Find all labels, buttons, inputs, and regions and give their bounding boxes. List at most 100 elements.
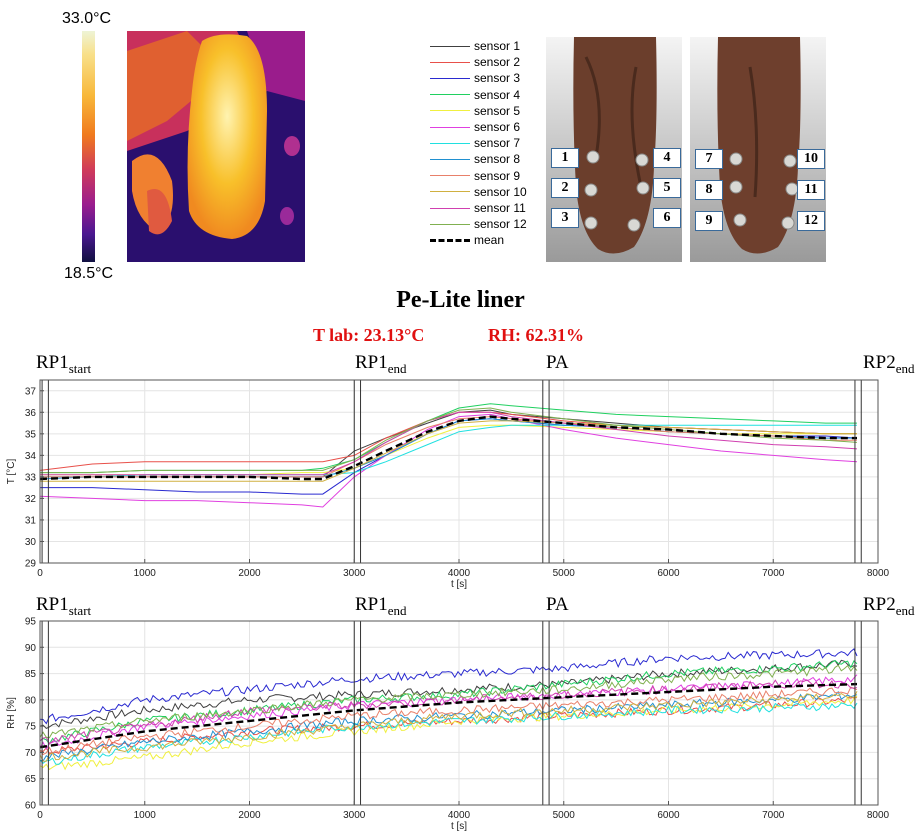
legend-swatch — [430, 61, 470, 63]
y-tick-label: 32 — [25, 494, 37, 505]
sensor-tag-7: 7 — [695, 149, 723, 169]
legend-item: sensor 4 — [430, 87, 520, 103]
phase-label-rp1-start-rh: RP1start — [36, 594, 92, 618]
x-tick-label: 2000 — [238, 568, 261, 579]
x-tick-label: 1000 — [134, 810, 157, 821]
legend-swatch — [430, 238, 470, 242]
x-tick-label: 5000 — [553, 810, 576, 821]
x-tick-label: 8000 — [867, 568, 890, 579]
series-line-mean — [39, 415, 857, 481]
x-tick-label: 0 — [37, 568, 43, 579]
legend-item: sensor 12 — [430, 216, 527, 232]
sensor-tag-1: 1 — [551, 148, 579, 168]
thermal-min-label: 18.5°C — [64, 265, 114, 282]
x-tick-label: 3000 — [343, 810, 366, 821]
y-tick-label: 80 — [25, 695, 37, 706]
legend-item: sensor 7 — [430, 135, 520, 151]
sensor-tag-2: 2 — [551, 178, 579, 198]
y-tick-label: 70 — [25, 748, 37, 759]
legend-label: sensor 2 — [474, 55, 521, 70]
y-tick-label: 35 — [25, 429, 37, 440]
legend-item: sensor 6 — [430, 119, 520, 135]
x-tick-label: 0 — [37, 810, 43, 821]
legend-swatch — [430, 142, 470, 144]
legend-swatch — [430, 45, 470, 47]
y-tick-label: 95 — [25, 617, 37, 628]
legend-swatch — [430, 175, 470, 177]
legend-swatch — [430, 158, 470, 160]
y-tick-label: 31 — [25, 515, 37, 526]
x-tick-label: 8000 — [867, 810, 890, 821]
legend-label: sensor 1 — [474, 39, 521, 53]
series-line-sensor-7 — [39, 702, 858, 765]
sensor-tag-12: 12 — [797, 211, 825, 231]
x-tick-label: 3000 — [343, 568, 366, 579]
legend-label: sensor 7 — [474, 136, 521, 151]
y-tick-label: 34 — [25, 451, 37, 462]
phase-label-rp2-end: RP2end — [863, 352, 915, 376]
legend-swatch — [430, 191, 470, 193]
legend-item: sensor 9 — [430, 168, 520, 184]
x-axis-label: t [s] — [451, 821, 467, 832]
series-line-sensor-12 — [40, 407, 858, 474]
y-tick-label: 90 — [25, 643, 37, 654]
sensor-tag-8: 8 — [695, 180, 723, 200]
series-line-sensor-3 — [39, 648, 858, 725]
legend-swatch — [430, 94, 470, 96]
sensor-tag-4: 4 — [653, 148, 681, 168]
x-tick-label: 7000 — [762, 810, 785, 821]
legend-swatch — [430, 207, 470, 209]
legend-item: sensor 8 — [430, 151, 520, 167]
phase-label-rp2-end-rh: RP2end — [863, 594, 915, 618]
y-tick-label: 37 — [25, 386, 37, 397]
series-line-mean — [39, 682, 858, 749]
chart-title: Pe-Lite liner — [396, 287, 525, 313]
legend-label: sensor 9 — [474, 168, 521, 183]
phase-label-pa: PA — [546, 352, 569, 373]
legend-swatch — [430, 110, 470, 112]
legend-label: sensor 8 — [474, 152, 521, 167]
legend-swatch — [430, 77, 470, 79]
series-line-sensor-10 — [40, 420, 857, 482]
legend-item: mean — [430, 232, 504, 248]
series-line-sensor-4 — [39, 659, 858, 745]
x-tick-label: 6000 — [657, 568, 680, 579]
temperature-chart: 0 1000 2000 3000 4000 5000 6000 7000 8000 29 30 31 3… — [6, 379, 890, 590]
thermal-max-label: 33.0°C — [62, 10, 112, 27]
lab-temperature: T lab: 23.13°C — [313, 325, 425, 345]
legend-label: sensor 11 — [474, 201, 526, 215]
legend-item: sensor 11 — [430, 200, 526, 216]
x-tick-label: 5000 — [553, 568, 576, 579]
phase-label-pa-rh: PA — [546, 594, 569, 615]
x-axis-label: t [s] — [451, 579, 467, 590]
x-tick-label: 6000 — [657, 810, 680, 821]
y-axis-label: RH [%] — [6, 697, 17, 729]
legend-label: sensor 5 — [474, 103, 521, 118]
y-tick-label: 85 — [25, 669, 37, 680]
x-tick-label: 4000 — [448, 810, 471, 821]
series-line-sensor-12 — [39, 664, 858, 739]
sensor-tag-10: 10 — [797, 149, 825, 169]
sensor-tag-5: 5 — [653, 178, 681, 198]
series-line-sensor-7 — [40, 424, 857, 478]
series-line-sensor-11 — [40, 411, 858, 476]
legend-swatch — [430, 223, 470, 225]
legend-label: sensor 4 — [474, 87, 521, 102]
phase-label-rp1-start: RP1start — [36, 352, 92, 376]
y-tick-label: 30 — [25, 537, 37, 548]
sensor-tag-3: 3 — [551, 208, 579, 228]
series-line-sensor-11 — [39, 679, 858, 745]
x-tick-label: 1000 — [134, 568, 157, 579]
legend-label: sensor 12 — [474, 217, 527, 232]
legend-item: sensor 5 — [430, 103, 520, 119]
legend-item: sensor 10 — [430, 184, 527, 200]
y-tick-label: 75 — [25, 722, 37, 733]
legend-label: sensor 6 — [474, 120, 521, 134]
x-tick-label: 4000 — [448, 568, 471, 579]
sensor-tag-9: 9 — [695, 211, 723, 231]
thermal-colorbar — [82, 31, 95, 262]
y-axis-label: T [°C] — [6, 459, 17, 485]
sensor-tag-11: 11 — [797, 180, 825, 200]
series-line-sensor-10 — [39, 690, 858, 762]
legend-item: sensor 3 — [430, 70, 520, 86]
